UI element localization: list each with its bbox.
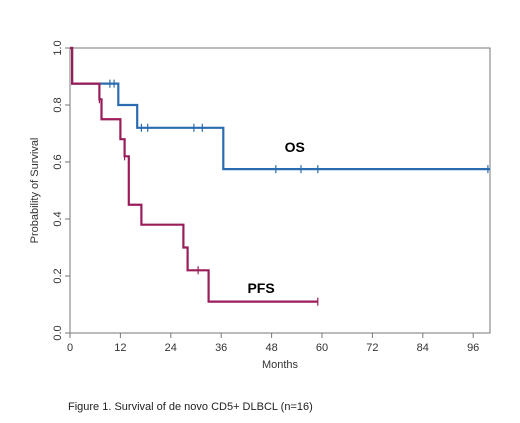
series-label-os: OS [285, 139, 305, 155]
series-os-line [70, 46, 490, 171]
x-tick-label: 0 [67, 342, 73, 354]
series-pfs-line [70, 46, 318, 303]
series-labels: OS PFS [247, 139, 304, 296]
x-tick-label: 60 [316, 342, 328, 354]
y-tick-label: 0.8 [52, 97, 64, 112]
y-axis-title: Probability of Survival [29, 138, 41, 244]
x-tick-label: 36 [215, 342, 227, 354]
x-tick-label: 84 [417, 342, 429, 354]
series-label-pfs: PFS [247, 280, 274, 296]
x-tick-label: 72 [366, 342, 378, 354]
y-tick-label: 0.2 [52, 268, 64, 283]
plot-frame [69, 47, 491, 334]
x-tick-label: 48 [265, 342, 277, 354]
y-tick-label: 0.0 [52, 325, 64, 340]
x-tick-label: 96 [467, 342, 479, 354]
x-tick-label: 12 [114, 342, 126, 354]
y-axis: 0.0 0.2 0.4 0.6 0.8 1.0 [52, 40, 70, 341]
x-tick-label: 24 [165, 342, 177, 354]
y-tick-label: 0.4 [52, 211, 64, 226]
y-tick-label: 0.6 [52, 154, 64, 169]
y-tick-label: 1.0 [52, 40, 64, 55]
series-layer [70, 46, 490, 306]
x-axis-title: Months [262, 359, 299, 371]
figure-caption: Figure 1. Survival of de novo CD5+ DLBCL… [68, 401, 313, 413]
x-axis: 0 12 24 36 48 60 72 84 96 [67, 333, 479, 354]
